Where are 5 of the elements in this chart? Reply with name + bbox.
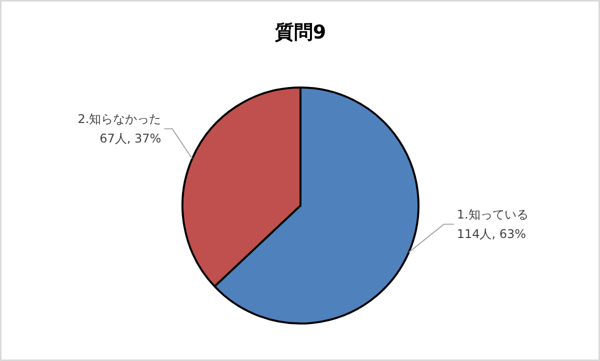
slice-label: 2.知らなかった xyxy=(78,112,162,126)
data-label: 114人, 63% xyxy=(456,227,526,242)
data-label: 67人, 37% xyxy=(100,131,162,146)
chart-title: 質問9 xyxy=(274,22,326,44)
slice-label: 1.知っている xyxy=(456,208,528,222)
